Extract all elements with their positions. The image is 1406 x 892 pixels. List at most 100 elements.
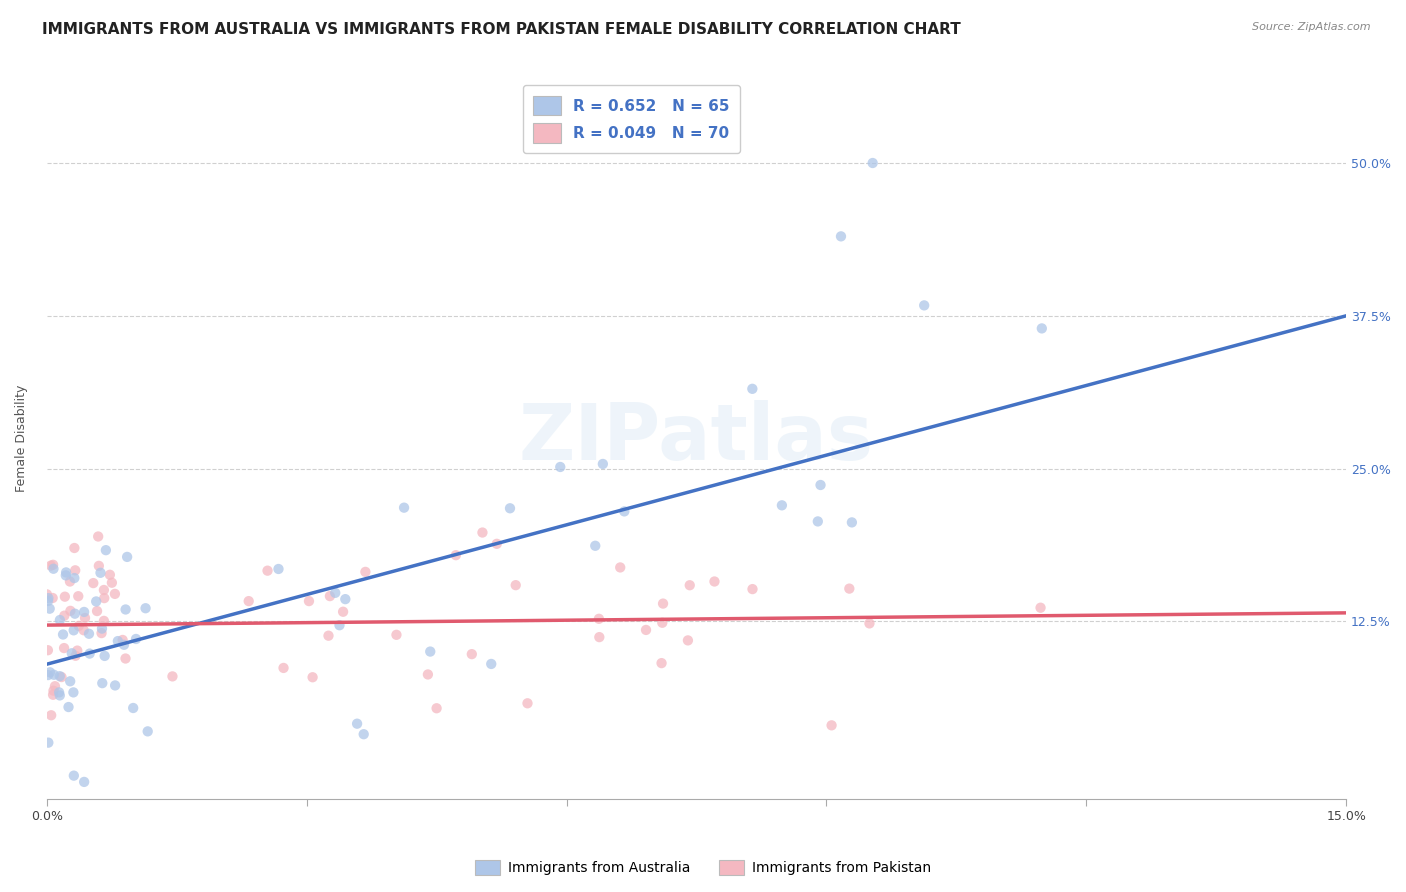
Point xyxy=(741,582,763,596)
Point xyxy=(548,460,571,475)
Point xyxy=(770,499,793,513)
Point xyxy=(115,549,138,564)
Point xyxy=(101,575,124,590)
Legend: R = 0.652   N = 65, R = 0.049   N = 70: R = 0.652 N = 65, R = 0.049 N = 70 xyxy=(523,85,741,153)
Point xyxy=(679,578,702,592)
Point xyxy=(238,594,260,608)
Point xyxy=(62,624,84,638)
Point xyxy=(444,548,467,562)
Point xyxy=(634,623,657,637)
Point xyxy=(651,656,673,670)
Point xyxy=(35,587,58,601)
Point xyxy=(63,571,86,585)
Point xyxy=(48,685,70,699)
Point xyxy=(41,591,63,605)
Point xyxy=(91,676,114,690)
Point xyxy=(273,661,295,675)
Point xyxy=(354,565,377,579)
Point xyxy=(42,562,65,576)
Point xyxy=(63,541,86,555)
Point xyxy=(93,591,115,606)
Point xyxy=(37,668,59,682)
Point xyxy=(583,539,606,553)
Point xyxy=(841,516,863,530)
Y-axis label: Female Disability: Female Disability xyxy=(15,384,28,491)
Text: IMMIGRANTS FROM AUSTRALIA VS IMMIGRANTS FROM PAKISTAN FEMALE DISABILITY CORRELAT: IMMIGRANTS FROM AUSTRALIA VS IMMIGRANTS … xyxy=(42,22,960,37)
Point xyxy=(66,643,89,657)
Point xyxy=(385,628,408,642)
Point xyxy=(73,775,96,789)
Point xyxy=(87,558,110,573)
Point xyxy=(59,674,82,689)
Point xyxy=(485,537,508,551)
Point xyxy=(59,604,82,618)
Point xyxy=(807,515,830,529)
Point xyxy=(135,601,157,615)
Point xyxy=(588,612,610,626)
Point xyxy=(93,582,115,597)
Point xyxy=(267,562,290,576)
Point xyxy=(741,382,763,396)
Point xyxy=(1029,600,1052,615)
Point xyxy=(55,566,77,580)
Point xyxy=(55,568,77,582)
Point xyxy=(651,615,673,630)
Point xyxy=(461,647,484,661)
Point xyxy=(65,563,87,577)
Point xyxy=(37,643,59,657)
Point xyxy=(912,298,935,312)
Point xyxy=(42,688,65,702)
Point xyxy=(256,564,278,578)
Point xyxy=(73,605,96,619)
Point xyxy=(87,529,110,543)
Point xyxy=(499,501,522,516)
Text: ZIPatlas: ZIPatlas xyxy=(519,400,875,476)
Point xyxy=(38,601,60,615)
Point xyxy=(298,594,321,608)
Point xyxy=(63,769,86,783)
Point xyxy=(90,626,112,640)
Point xyxy=(426,701,449,715)
Point xyxy=(332,605,354,619)
Point xyxy=(114,651,136,665)
Point xyxy=(93,614,115,628)
Point xyxy=(588,630,610,644)
Point xyxy=(416,667,439,681)
Point xyxy=(86,604,108,618)
Point xyxy=(79,647,101,661)
Point xyxy=(609,560,631,574)
Point xyxy=(42,558,65,572)
Point xyxy=(53,608,76,623)
Point xyxy=(58,700,80,714)
Point xyxy=(94,543,117,558)
Point xyxy=(111,632,134,647)
Point xyxy=(125,632,148,646)
Point xyxy=(104,587,127,601)
Point xyxy=(516,696,538,710)
Point xyxy=(37,591,59,606)
Point xyxy=(37,594,59,608)
Point xyxy=(613,504,636,518)
Point xyxy=(301,670,323,684)
Point xyxy=(479,657,502,671)
Point xyxy=(65,648,87,663)
Point xyxy=(77,626,100,640)
Point xyxy=(49,613,72,627)
Point xyxy=(505,578,527,592)
Point xyxy=(830,229,852,244)
Point xyxy=(592,457,614,471)
Point xyxy=(162,669,184,683)
Point xyxy=(42,667,65,681)
Point xyxy=(53,641,76,656)
Point xyxy=(59,574,82,589)
Point xyxy=(136,724,159,739)
Point xyxy=(62,685,84,699)
Point xyxy=(44,679,66,693)
Point xyxy=(346,716,368,731)
Point xyxy=(114,602,136,616)
Point xyxy=(471,525,494,540)
Point xyxy=(107,634,129,648)
Point xyxy=(392,500,415,515)
Point xyxy=(862,156,884,170)
Point xyxy=(73,611,96,625)
